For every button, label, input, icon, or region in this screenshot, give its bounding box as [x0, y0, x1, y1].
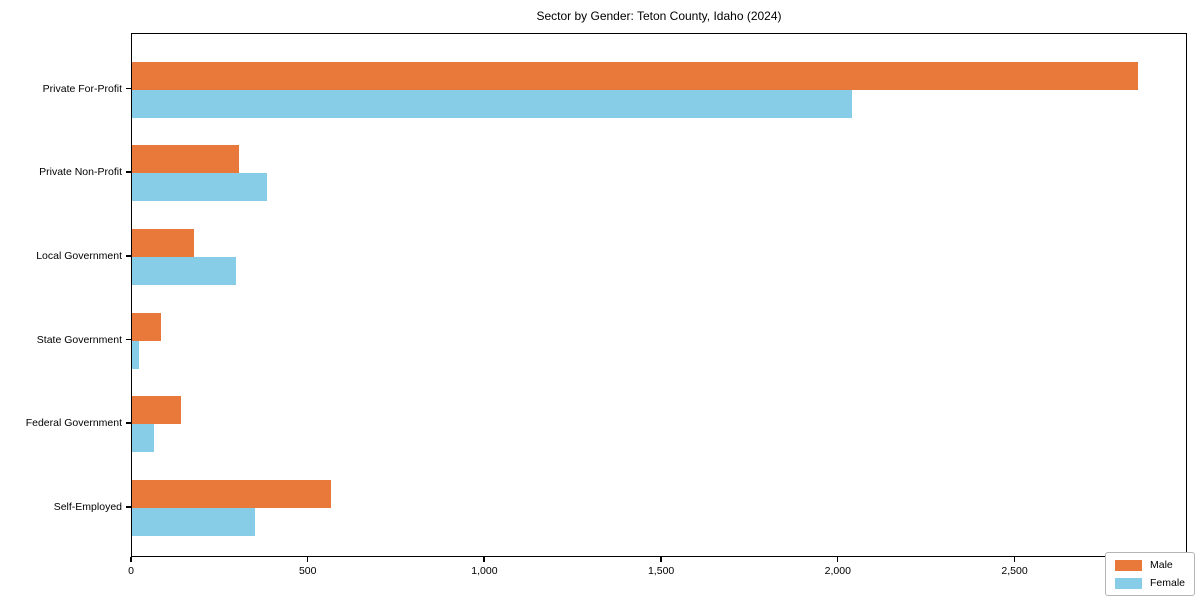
y-tick-private-non-profit — [126, 171, 131, 173]
bar-male-federal-government — [132, 396, 182, 425]
x-tick-2-000 — [836, 557, 839, 562]
y-axis-label-local-government: Local Government — [36, 250, 122, 263]
bar-male-private-non-profit — [132, 145, 240, 174]
bar-female-self-employed — [132, 508, 256, 536]
y-axis-label-private-for-profit: Private For-Profit — [42, 82, 122, 95]
legend-swatch-male — [1114, 559, 1142, 571]
y-axis-label-federal-government: Federal Government — [25, 417, 122, 430]
x-tick-1-000 — [483, 557, 485, 562]
bar-male-local-government — [132, 229, 194, 258]
legend-label-female: Female — [1149, 577, 1185, 589]
legend-swatch-female — [1114, 577, 1142, 589]
y-tick-local-government — [126, 255, 131, 257]
y-axis-label-self-employed: Self-Employed — [53, 501, 122, 513]
bar-male-private-for-profit — [132, 61, 1138, 90]
x-axis-label-2-000: 2,000 — [824, 565, 851, 577]
bar-male-state-government — [132, 312, 161, 341]
y-axis-label-state-government: State Government — [36, 333, 122, 346]
x-tick-500 — [306, 557, 309, 562]
bar-male-self-employed — [132, 480, 332, 508]
y-axis-label-private-non-profit: Private Non-Profit — [39, 166, 122, 179]
bar-female-federal-government — [132, 424, 154, 453]
x-axis-label-2-500: 2,500 — [1001, 565, 1028, 577]
legend-item-female: Female — [1114, 577, 1185, 589]
y-tick-self-employed — [126, 506, 131, 508]
legend: Male Female — [1104, 552, 1195, 596]
y-tick-state-government — [126, 338, 131, 341]
x-axis-label-1-000: 1,000 — [471, 565, 498, 577]
y-tick-private-for-profit — [126, 87, 131, 90]
chart-title: Sector by Gender: Teton County, Idaho (2… — [536, 9, 782, 23]
legend-label-male: Male — [1149, 559, 1173, 571]
x-axis-label-500: 500 — [298, 565, 317, 577]
bar-female-local-government — [132, 257, 236, 286]
y-tick-federal-government — [126, 422, 131, 424]
x-axis-label-0: 0 — [128, 565, 134, 577]
plot-area — [131, 33, 1187, 557]
bar-female-private-for-profit — [132, 89, 852, 118]
legend-item-male: Male — [1114, 559, 1185, 571]
bar-female-private-non-profit — [132, 173, 267, 202]
x-tick-0 — [130, 557, 132, 562]
x-tick-1-500 — [660, 557, 662, 562]
bar-female-state-government — [132, 340, 140, 369]
x-axis-label-1-500: 1,500 — [647, 565, 675, 577]
x-tick-2-500 — [1013, 557, 1016, 562]
